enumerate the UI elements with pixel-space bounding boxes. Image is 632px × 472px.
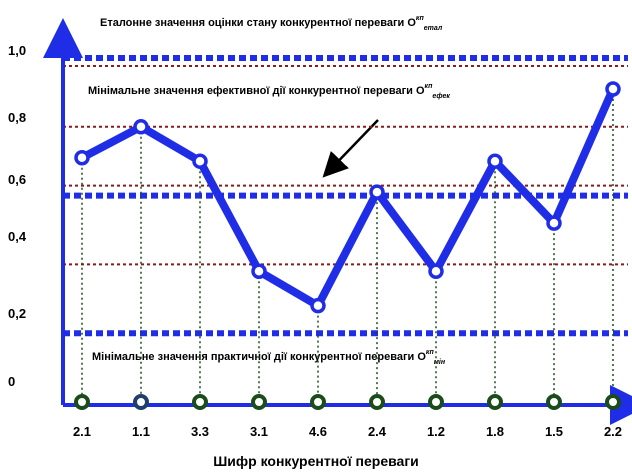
x-tick-label: 2.2	[604, 424, 622, 439]
annotation-min-sub: мін	[434, 358, 446, 366]
annotation-efek: Мінімальне значення ефективної дії конку…	[88, 83, 450, 100]
annotation-efek-sup: кп	[425, 83, 434, 90]
data-point	[605, 81, 621, 97]
drop-lines	[81, 88, 614, 402]
x-tick-label: 1.1	[132, 424, 150, 439]
x-tick-label: 2.4	[368, 424, 387, 439]
baseline-marker	[546, 394, 562, 410]
series-layer	[74, 81, 621, 314]
data-point	[428, 263, 444, 280]
x-tick-label: 2.1	[73, 424, 91, 439]
annotation-etalon-sup: кп	[416, 15, 425, 22]
annotation-min-sup: кп	[426, 349, 435, 356]
annotation-etalon-text: Еталонне значення оцінки стану конкурент…	[100, 17, 416, 29]
y-tick-label: 0,2	[8, 306, 26, 321]
data-point	[546, 215, 562, 231]
x-tick-label: 4.6	[309, 424, 327, 439]
axes	[43, 18, 632, 425]
annotation-etalon-sub: етал	[424, 25, 443, 32]
x-tick-label: 1.8	[486, 424, 504, 439]
annotation-etalon: Еталонне значення оцінки стану конкурент…	[100, 15, 443, 32]
x-tick-labels: 2.1 1.1 3.3 3.1 4.6 2.4 1.2 1.8 1.5 2.2	[73, 424, 622, 439]
baseline-marker	[192, 394, 208, 410]
data-point	[369, 184, 385, 200]
data-point	[251, 263, 267, 280]
baseline-marker	[74, 394, 90, 410]
data-point	[310, 297, 326, 314]
data-point	[133, 119, 149, 135]
baseline-marker	[428, 394, 444, 410]
baseline-marker	[310, 394, 326, 410]
series-line	[78, 84, 617, 310]
y-tick-label: 0,8	[8, 110, 26, 125]
y-tick-label: 0,4	[8, 229, 27, 244]
y-tick-label: 0	[8, 374, 15, 389]
x-axis-label: Шифр конкурентної переваги	[213, 453, 419, 469]
x-tick-label: 3.3	[191, 424, 209, 439]
data-point	[487, 153, 503, 169]
annotation-efek-text: Мінімальне значення ефективної дії конку…	[88, 85, 425, 97]
baseline-marker	[251, 394, 267, 410]
annotation-arrow	[322, 119, 379, 178]
y-tick-label: 0,6	[8, 172, 26, 187]
annotation-efek-sub: ефек	[432, 93, 450, 100]
y-tick-label: 1,0	[8, 43, 26, 58]
baseline-marker	[369, 394, 385, 410]
baseline-marker	[487, 394, 503, 410]
baseline-marker	[605, 394, 621, 410]
x-tick-label: 3.1	[250, 424, 268, 439]
grid-layer	[63, 55, 628, 337]
data-point	[192, 153, 208, 169]
baseline-marker	[133, 394, 149, 410]
x-tick-label: 1.5	[545, 424, 563, 439]
data-point	[74, 150, 90, 166]
annotation-min: Мінімальне значення практичної дії конку…	[92, 349, 446, 366]
baseline-markers	[74, 394, 621, 410]
y-tick-labels: 0 0,2 0,4 0,6 0,8 1,0	[8, 43, 27, 389]
x-tick-label: 1.2	[427, 424, 445, 439]
